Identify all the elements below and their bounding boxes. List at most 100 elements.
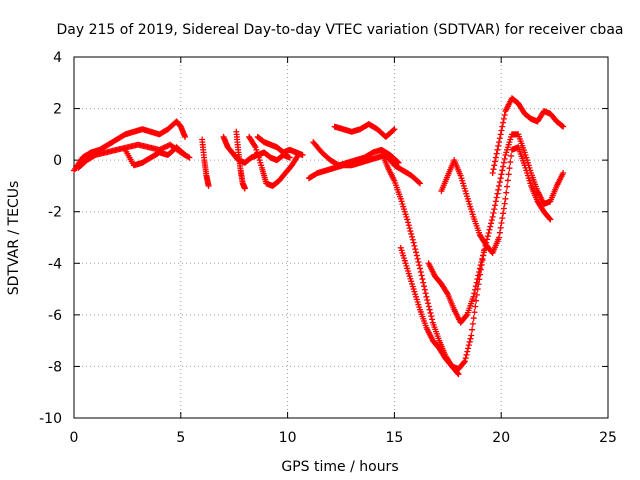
- series-satellite-track-p: [489, 95, 567, 177]
- track-marker: [421, 283, 428, 290]
- track-marker: [425, 303, 432, 310]
- x-tick-label: 20: [492, 430, 510, 446]
- track-marker: [496, 179, 503, 186]
- track-marker: [501, 155, 508, 162]
- y-tick-label: -4: [48, 256, 62, 272]
- data-point-marker: [496, 139, 503, 146]
- track-marker: [546, 215, 553, 222]
- y-tick-label: -8: [48, 359, 62, 375]
- track-marker: [506, 165, 513, 172]
- data-point-marker: [560, 170, 567, 177]
- track-marker: [497, 224, 504, 231]
- track-marker: [471, 309, 478, 316]
- track-marker: [418, 272, 425, 279]
- data-point-marker: [476, 265, 483, 272]
- track-marker: [181, 151, 188, 158]
- x-tick-label: 10: [279, 430, 297, 446]
- data-layer: [71, 95, 567, 378]
- track-marker: [494, 146, 501, 153]
- data-point-marker: [395, 159, 402, 166]
- track-marker: [504, 183, 511, 190]
- track-marker: [500, 163, 507, 170]
- track-marker: [414, 255, 421, 262]
- grid-layer: [74, 57, 608, 418]
- track-marker: [499, 167, 506, 174]
- track-marker: [492, 158, 499, 165]
- track-marker: [472, 286, 479, 293]
- track-marker: [472, 303, 479, 310]
- track-marker: [465, 342, 472, 349]
- track-marker: [490, 166, 497, 173]
- track-marker: [466, 338, 473, 345]
- track-marker: [498, 171, 505, 178]
- data-point-marker: [241, 185, 248, 192]
- series-satellite-track-o: [438, 144, 554, 256]
- track-marker: [488, 220, 495, 227]
- track-marker: [507, 159, 514, 166]
- series-satellite-track-k: [331, 121, 398, 140]
- data-point-marker: [286, 154, 293, 161]
- track-marker: [422, 290, 429, 297]
- y-tick-label: -6: [48, 308, 62, 324]
- data-point-marker: [186, 154, 193, 161]
- track-marker: [427, 309, 434, 316]
- track-marker: [497, 175, 504, 182]
- data-point-marker: [496, 182, 503, 189]
- track-marker: [413, 252, 420, 259]
- data-point-marker: [423, 293, 430, 300]
- series-satellite-track-d: [199, 136, 212, 189]
- track-marker: [469, 320, 476, 327]
- track-marker: [463, 351, 470, 358]
- series-satellite-track-m: [397, 244, 488, 373]
- track-marker: [499, 215, 506, 222]
- track-marker: [492, 198, 499, 205]
- track-marker: [504, 177, 511, 184]
- data-point-marker: [502, 195, 509, 202]
- track-marker: [496, 135, 503, 142]
- series-satellite-track-h: [254, 133, 306, 158]
- data-point-marker: [489, 213, 496, 220]
- track-marker: [462, 355, 469, 362]
- track-marker: [406, 225, 413, 232]
- track-marker: [420, 279, 427, 286]
- track-marker: [500, 115, 507, 122]
- track-marker: [470, 315, 477, 322]
- track-marker: [478, 258, 485, 265]
- track-marker: [474, 276, 481, 283]
- track-marker: [501, 200, 508, 207]
- y-tick-label: 2: [53, 102, 62, 118]
- track-marker: [495, 186, 502, 193]
- track-marker: [500, 119, 507, 126]
- track-marker: [426, 306, 433, 313]
- data-point-marker: [470, 293, 477, 300]
- track-marker: [491, 206, 498, 213]
- track-marker: [508, 152, 515, 159]
- track-marker: [472, 283, 479, 290]
- track-marker: [394, 158, 401, 165]
- track-marker: [461, 359, 468, 366]
- track-marker: [500, 210, 507, 217]
- x-tick-label: 0: [70, 430, 79, 446]
- track-marker: [480, 249, 487, 256]
- x-tick-label: 5: [176, 430, 185, 446]
- series-satellite-track-c: [122, 144, 189, 169]
- track-marker: [416, 262, 423, 269]
- track-marker: [477, 262, 484, 269]
- series-satellite-track-j: [310, 139, 402, 169]
- y-tick-label: 4: [53, 50, 62, 66]
- x-tick-label: 25: [599, 430, 617, 446]
- data-point-marker: [410, 239, 417, 246]
- track-marker: [425, 300, 432, 307]
- track-marker: [424, 297, 431, 304]
- track-marker: [485, 229, 492, 236]
- track-marker: [413, 249, 420, 256]
- data-point-marker: [417, 265, 424, 272]
- y-tick-label: -2: [48, 205, 62, 221]
- track-marker: [498, 219, 505, 226]
- track-marker: [409, 233, 416, 240]
- track-marker: [419, 276, 426, 283]
- track-marker: [407, 228, 414, 235]
- track-marker: [494, 190, 501, 197]
- track-marker: [488, 217, 495, 224]
